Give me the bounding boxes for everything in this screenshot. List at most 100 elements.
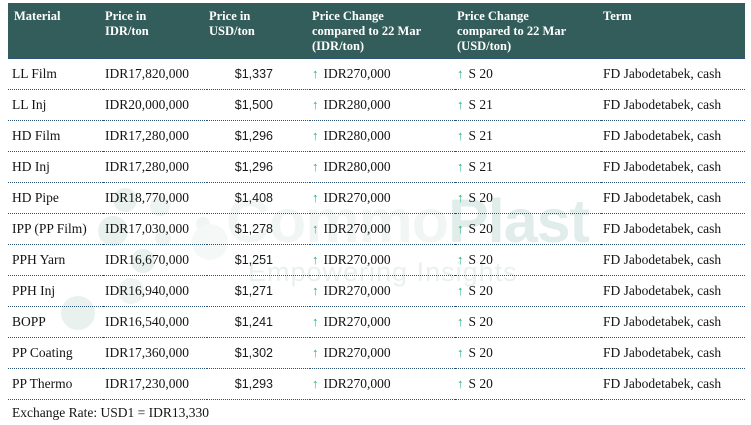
material-cell: LL Film (8, 58, 103, 90)
change-usd-cell: ↑ S 20 (455, 337, 601, 369)
change-usd-value: S 20 (468, 221, 493, 236)
table-row: PPH Inj IDR16,940,000 $1,271 ↑ IDR270,000… (8, 275, 745, 307)
price-idr-cell: IDR17,820,000 (103, 58, 207, 90)
price-usd-cell: $1,296 (207, 151, 310, 183)
material-cell: PP Coating (8, 337, 103, 369)
change-idr-value: IDR280,000 (323, 97, 391, 112)
up-arrow-icon: ↑ (312, 283, 319, 298)
change-usd-value: S 21 (468, 128, 493, 143)
change-usd-value: S 20 (468, 376, 493, 391)
change-idr-value: IDR270,000 (323, 283, 391, 298)
table-row: BOPP IDR16,540,000 $1,241 ↑ IDR270,000 ↑ S… (8, 306, 745, 338)
term-cell: FD Jabodetabek, cash (601, 213, 745, 245)
change-usd-cell: ↑ S 20 (455, 58, 601, 90)
material-cell: HD Inj (8, 151, 103, 183)
term-cell: FD Jabodetabek, cash (601, 306, 745, 338)
up-arrow-icon: ↑ (457, 128, 464, 143)
up-arrow-icon: ↑ (312, 314, 319, 329)
change-usd-value: S 20 (468, 66, 493, 81)
change-usd-value: S 20 (468, 314, 493, 329)
table-row: PPH Yarn IDR16,670,000 $1,251 ↑ IDR270,00… (8, 244, 745, 276)
change-idr-cell: ↑ IDR280,000 (310, 151, 455, 183)
price-usd-cell: $1,271 (207, 275, 310, 307)
price-usd-cell: $1,251 (207, 244, 310, 276)
up-arrow-icon: ↑ (457, 283, 464, 298)
term-cell: FD Jabodetabek, cash (601, 120, 745, 152)
material-cell: PP Thermo (8, 368, 103, 400)
up-arrow-icon: ↑ (457, 314, 464, 329)
up-arrow-icon: ↑ (457, 159, 464, 174)
change-usd-value: S 20 (468, 345, 493, 360)
price-usd-cell: $1,293 (207, 368, 310, 400)
price-usd-cell: $1,241 (207, 306, 310, 338)
up-arrow-icon: ↑ (312, 128, 319, 143)
material-cell: PPH Yarn (8, 244, 103, 276)
change-idr-cell: ↑ IDR270,000 (310, 213, 455, 245)
change-idr-value: IDR270,000 (323, 252, 391, 267)
change-idr-value: IDR280,000 (323, 128, 391, 143)
change-usd-cell: ↑ S 21 (455, 151, 601, 183)
change-usd-cell: ↑ S 20 (455, 275, 601, 307)
change-usd-cell: ↑ S 20 (455, 182, 601, 214)
up-arrow-icon: ↑ (457, 221, 464, 236)
term-cell: FD Jabodetabek, cash (601, 275, 745, 307)
change-usd-value: S 20 (468, 283, 493, 298)
material-cell: BOPP (8, 306, 103, 338)
change-idr-value: IDR270,000 (323, 190, 391, 205)
change-usd-cell: ↑ S 21 (455, 89, 601, 121)
header-material: Material (8, 3, 103, 59)
up-arrow-icon: ↑ (312, 345, 319, 360)
change-idr-cell: ↑ IDR270,000 (310, 368, 455, 400)
price-idr-cell: IDR17,280,000 (103, 120, 207, 152)
change-usd-cell: ↑ S 20 (455, 213, 601, 245)
up-arrow-icon: ↑ (457, 97, 464, 112)
exchange-rate-note: Exchange Rate: USD1 = IDR13,330 (8, 399, 745, 425)
up-arrow-icon: ↑ (312, 252, 319, 267)
material-cell: PPH Inj (8, 275, 103, 307)
table-row: LL Inj IDR20,000,000 $1,500 ↑ IDR280,000 … (8, 89, 745, 121)
price-usd-cell: $1,296 (207, 120, 310, 152)
table-header-row: Material Price in IDR/ton Price in USD/ton… (8, 3, 745, 59)
header-term: Term (601, 3, 745, 59)
price-table: Material Price in IDR/ton Price in USD/ton… (8, 3, 745, 425)
material-cell: LL Inj (8, 89, 103, 121)
change-idr-cell: ↑ IDR270,000 (310, 58, 455, 90)
price-idr-cell: IDR17,360,000 (103, 337, 207, 369)
change-idr-value: IDR270,000 (323, 345, 391, 360)
change-idr-cell: ↑ IDR280,000 (310, 89, 455, 121)
up-arrow-icon: ↑ (312, 159, 319, 174)
up-arrow-icon: ↑ (457, 66, 464, 81)
price-idr-cell: IDR17,030,000 (103, 213, 207, 245)
price-usd-cell: $1,337 (207, 58, 310, 90)
price-usd-cell: $1,500 (207, 89, 310, 121)
change-usd-cell: ↑ S 20 (455, 368, 601, 400)
table-row: HD Pipe IDR18,770,000 $1,408 ↑ IDR270,000… (8, 182, 745, 214)
change-usd-value: S 21 (468, 97, 493, 112)
change-idr-value: IDR270,000 (323, 376, 391, 391)
price-idr-cell: IDR20,000,000 (103, 89, 207, 121)
change-idr-value: IDR280,000 (323, 159, 391, 174)
table-row: IPP (PP Film) IDR17,030,000 $1,278 ↑ IDR2… (8, 213, 745, 245)
term-cell: FD Jabodetabek, cash (601, 89, 745, 121)
table-row: HD Film IDR17,280,000 $1,296 ↑ IDR280,000… (8, 120, 745, 152)
term-cell: FD Jabodetabek, cash (601, 151, 745, 183)
material-cell: HD Film (8, 120, 103, 152)
header-price-idr: Price in IDR/ton (103, 3, 207, 59)
change-idr-cell: ↑ IDR280,000 (310, 120, 455, 152)
header-price-usd: Price in USD/ton (207, 3, 310, 59)
header-change-usd: Price Change compared to 22 Mar (USD/ton) (455, 3, 601, 59)
change-idr-cell: ↑ IDR270,000 (310, 306, 455, 338)
price-idr-cell: IDR17,280,000 (103, 151, 207, 183)
change-usd-cell: ↑ S 20 (455, 244, 601, 276)
change-idr-value: IDR270,000 (323, 314, 391, 329)
up-arrow-icon: ↑ (457, 376, 464, 391)
up-arrow-icon: ↑ (312, 376, 319, 391)
up-arrow-icon: ↑ (312, 66, 319, 81)
price-usd-cell: $1,408 (207, 182, 310, 214)
change-idr-cell: ↑ IDR270,000 (310, 275, 455, 307)
change-idr-value: IDR270,000 (323, 221, 391, 236)
table-row: PP Coating IDR17,360,000 $1,302 ↑ IDR270,… (8, 337, 745, 369)
up-arrow-icon: ↑ (457, 345, 464, 360)
price-idr-cell: IDR18,770,000 (103, 182, 207, 214)
